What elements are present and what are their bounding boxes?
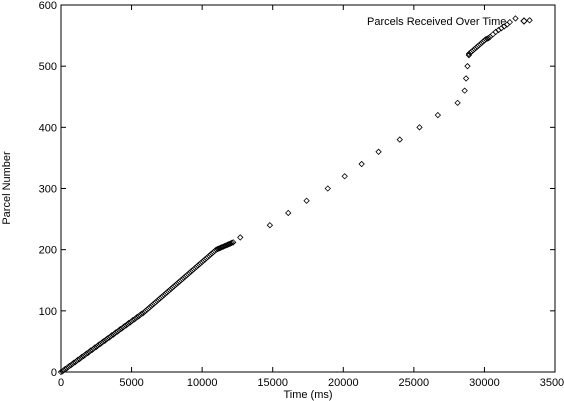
data-point: [227, 240, 234, 247]
y-tick-label: 0: [51, 367, 57, 379]
data-point: [482, 36, 490, 43]
data-point: [526, 17, 533, 24]
data-point: [237, 234, 244, 241]
data-point: [358, 160, 365, 168]
x-tick-label: 10000: [187, 377, 218, 389]
y-tick-label: 600: [39, 0, 57, 12]
data-point: [230, 239, 237, 246]
data-point: [324, 185, 331, 192]
data-point: [506, 18, 513, 26]
data-point: [213, 246, 220, 253]
x-tick-label: 15000: [257, 377, 288, 389]
data-point: [341, 173, 348, 180]
data-point: [485, 34, 492, 42]
data-point: [512, 15, 519, 22]
data-point: [224, 241, 231, 248]
y-tick-label: 300: [39, 184, 57, 196]
y-tick-label: 100: [39, 306, 57, 318]
x-tick-label: 0: [58, 377, 64, 389]
legend-label: Parcels Received Over Time: [367, 16, 506, 28]
y-tick-label: 400: [39, 122, 57, 134]
data-point: [454, 99, 461, 107]
y-axis-label: Parcel Number: [1, 151, 13, 225]
x-tick-label: 20000: [328, 377, 359, 389]
data-point: [222, 242, 230, 249]
data-point: [462, 75, 470, 82]
data-point: [228, 239, 235, 247]
x-tick-label: 30000: [469, 377, 500, 389]
data-point: [375, 148, 382, 155]
data-point: [416, 124, 423, 131]
y-tick-label: 500: [39, 61, 57, 73]
x-tick-label: 5000: [119, 377, 143, 389]
data-points: [57, 15, 533, 376]
data-point: [285, 209, 292, 217]
x-axis-label: Time (ms): [283, 389, 332, 401]
legend-marker: [520, 17, 528, 25]
data-point: [464, 63, 471, 70]
y-tick-label: 200: [39, 245, 57, 257]
data-point: [396, 136, 403, 143]
data-point: [220, 243, 227, 250]
data-point: [303, 197, 310, 204]
y-axis-ticks: 0 100 200 300 400 500 600: [39, 0, 555, 379]
data-point: [217, 244, 224, 251]
data-point: [221, 242, 228, 250]
data-point: [215, 245, 223, 252]
data-point: [489, 31, 497, 38]
data-point: [225, 240, 233, 248]
data-point: [461, 87, 468, 94]
data-point: [214, 245, 221, 253]
data-point: [218, 244, 226, 251]
x-tick-label: 25000: [399, 377, 430, 389]
data-point: [434, 111, 442, 119]
data-point: [266, 222, 274, 229]
